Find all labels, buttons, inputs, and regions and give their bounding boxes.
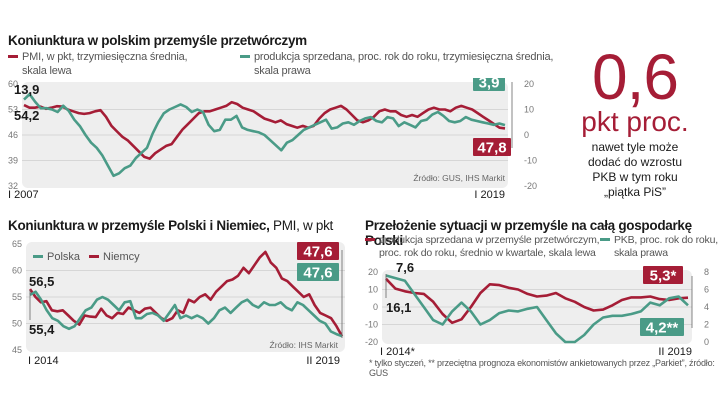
x-start-label: I 2014* — [380, 346, 416, 357]
legend-swatch-red — [365, 237, 375, 241]
right-tick-label: -10 — [524, 156, 537, 166]
chart-br-legend-production: produkcja sprzedana w przemyśle przetwór… — [365, 234, 605, 260]
left-tick-label: 55 — [12, 292, 22, 302]
right-tick-label: 6 — [704, 285, 709, 295]
start-label-pkb: 7,6 — [396, 262, 414, 275]
right-tick-label: 0 — [704, 337, 709, 347]
right-tick-label: 10 — [524, 105, 534, 115]
series-line-pkb — [385, 274, 689, 344]
x-end-label: I 2019 — [474, 189, 505, 201]
end-label-pmi-box — [473, 138, 511, 156]
right-tick-label: 4 — [704, 302, 709, 312]
right-tick-label: 8 — [704, 267, 709, 277]
start-label-niemcy: 55,4 — [29, 322, 55, 337]
right-tick-label: -20 — [524, 181, 537, 191]
headline-unit: pkt proc. — [581, 106, 689, 137]
right-tick-label: 20 — [524, 79, 534, 89]
right-tick-label: 0 — [524, 130, 529, 140]
left-tick-label: 60 — [12, 266, 22, 276]
right-tick-label: 2 — [704, 320, 709, 330]
legend-label-polska: Polska — [47, 251, 81, 263]
source-label: Źródło: GUS, IHS Markit — [413, 173, 505, 183]
end-label-production: 3,9 — [479, 78, 500, 92]
left-tick-label: -10 — [365, 320, 378, 330]
series-line-polska — [29, 290, 343, 338]
legend-label-niemcy: Niemcy — [103, 251, 140, 263]
chart-top-legend-production: produkcja sprzedana, proc. rok do roku, … — [240, 50, 560, 78]
end-label-production-box — [473, 78, 505, 91]
chart-bottom-left: 65 60 55 50 45 Polska Niemcy 56,5 55,4 47,6 47,6 Źr… — [12, 239, 345, 367]
chart-br-legend-pkb: PKB, proc. rok do roku, skala prawa — [600, 234, 720, 260]
headline: 0,6 pkt proc. — [560, 41, 710, 137]
left-tick-label: -20 — [365, 337, 378, 347]
left-tick-label: 0 — [373, 302, 378, 312]
legend-swatch-polska — [33, 255, 43, 258]
x-end-label: II 2019 — [306, 355, 340, 367]
x-start-label: I 2014 — [28, 355, 59, 367]
start-label-polska: 56,5 — [29, 274, 54, 289]
chart-top-legend-pmi: PMI, w pkt, trzymiesięczna średnia, skal… — [8, 50, 238, 78]
end-label-pkb-box — [640, 318, 684, 336]
left-tick-label: 32 — [8, 181, 18, 191]
series-line-niemcy — [28, 250, 344, 337]
end-label-production-box — [643, 266, 683, 284]
end-label-pkb: 4,2** — [646, 320, 679, 337]
chart-bl-title: Koniunktura w przemyśle Polski i Niemiec… — [8, 218, 334, 233]
left-tick-label: 20 — [368, 267, 378, 277]
left-tick-label: 53 — [8, 105, 18, 115]
start-label-production: 16,1 — [386, 300, 411, 315]
end-label-niemcy: 47,6 — [303, 244, 332, 261]
left-tick-label: 65 — [12, 239, 22, 249]
headline-description: nawet tyle może dodać do wzrostu PKB w t… — [587, 140, 683, 199]
chart-top-title: Koniunktura w polskim przemyśle przetwór… — [8, 33, 307, 48]
end-label-polska-box — [297, 263, 339, 281]
legend-swatch-green — [240, 54, 250, 58]
left-tick-label: 60 — [8, 79, 18, 89]
series-line-production — [23, 92, 506, 178]
source-label: Źródło: IHS Markit — [270, 340, 339, 350]
series-line-pmi — [23, 100, 506, 160]
x-start-label: I 2007 — [8, 189, 39, 201]
chart-br-title: Przełożenie sytuacji w przemyśle na całą… — [365, 218, 692, 248]
left-tick-label: 39 — [8, 156, 18, 166]
end-label-polska: 47,6 — [303, 265, 332, 282]
start-label-pmi: 54,2 — [14, 108, 39, 123]
left-tick-label: 45 — [12, 345, 22, 355]
legend-swatch-green — [600, 237, 610, 241]
end-label-production: 5,3* — [650, 268, 677, 285]
legend-swatch-niemcy — [89, 255, 99, 258]
end-label-niemcy-box — [297, 242, 339, 260]
series-line-production — [385, 277, 689, 325]
x-end-label: II 2019 — [658, 346, 692, 357]
start-label-production: 13,9 — [14, 82, 39, 97]
chart-top: 60 53 46 39 32 20 10 0 -10 -20 13,9 54,2 3,9 47,8 Źród… — [8, 78, 537, 201]
footnote: * tylko styczeń, ** przeciętna prognoza … — [369, 358, 715, 378]
legend-swatch-red — [8, 54, 18, 58]
headline-value: 0,6 — [592, 41, 679, 113]
left-tick-label: 10 — [368, 285, 378, 295]
left-tick-label: 50 — [12, 319, 22, 329]
end-label-pmi: 47,8 — [477, 140, 506, 157]
left-tick-label: 46 — [8, 130, 18, 140]
